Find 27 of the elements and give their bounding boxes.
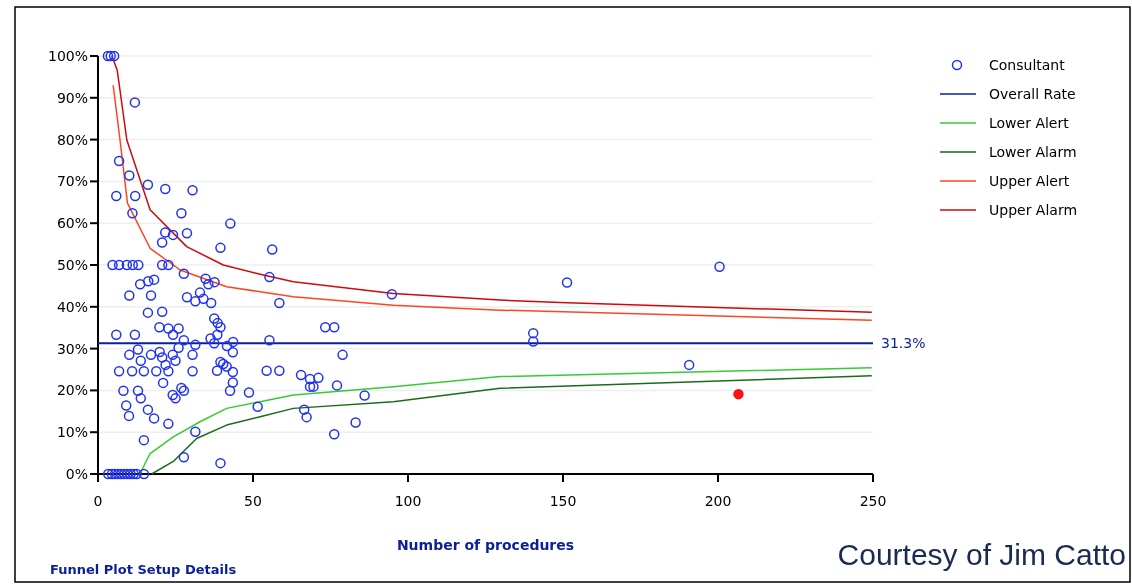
text: Courtesy of Jim Catto — [837, 538, 1126, 571]
y-tick-label: 40% — [56, 298, 88, 315]
x-tick-label: 200 — [704, 493, 732, 509]
legend-label: Overall Rate — [989, 85, 1076, 102]
y-tick-label: 100% — [47, 47, 88, 64]
y-tick-label: 20% — [56, 382, 88, 399]
y-tick-label: 80% — [56, 131, 88, 148]
x-tick-label: 150 — [549, 493, 577, 509]
legend-label: Upper Alarm — [989, 201, 1078, 218]
y-tick-label: 0% — [65, 465, 88, 482]
y-tick-label: 50% — [56, 256, 88, 273]
x-tick-label: 250 — [859, 493, 887, 509]
legend-label: Lower Alert — [989, 114, 1070, 131]
x-tick-label: 100 — [394, 493, 422, 509]
x-tick-label: 0 — [93, 493, 103, 509]
legend-label: Upper Alert — [989, 172, 1070, 189]
y-tick-label: 10% — [56, 424, 88, 441]
y-tick-label: 60% — [56, 215, 88, 232]
y-tick-label: 30% — [56, 340, 88, 357]
x-axis-title: Number of procedures — [396, 537, 575, 553]
annotation: 31.3% — [881, 335, 926, 352]
y-tick-label: 70% — [56, 173, 88, 190]
text: Funnel Plot Setup Details — [50, 562, 237, 577]
y-tick-label: 90% — [56, 89, 88, 106]
legend-label: Lower Alarm — [989, 143, 1077, 160]
x-tick-label: 50 — [244, 493, 262, 509]
legend-label: Consultant — [989, 56, 1066, 73]
